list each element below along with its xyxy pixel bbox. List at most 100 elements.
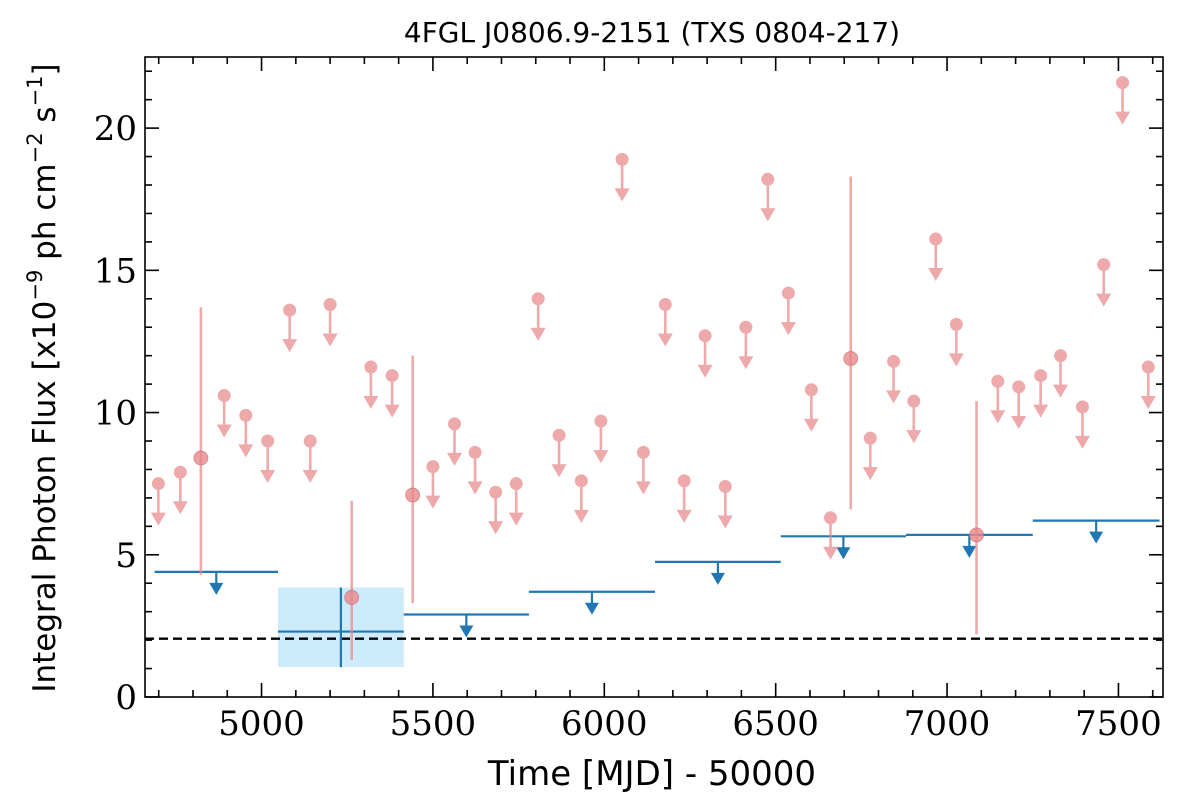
monthly-upper-limit (657, 297, 673, 347)
yearly-upper-limit (655, 560, 781, 585)
monthly-detection (405, 355, 421, 604)
monthly-upper-limit (447, 417, 463, 466)
monthly-upper-limit (216, 388, 232, 438)
yearly-upper-limit-arrow (710, 572, 725, 585)
monthly-upper-limit-arrow (928, 268, 944, 282)
monthly-upper-limit-point (531, 292, 545, 306)
monthly-upper-limit (906, 394, 922, 444)
monthly-upper-limit-point (658, 297, 672, 311)
monthly-upper-limit (1011, 380, 1027, 429)
monthly-upper-limit (717, 480, 733, 529)
y-axis-label: Integral Photon Flux [x10−9 ph cm−2 s−1] (23, 63, 63, 692)
monthly-upper-limit (1140, 360, 1156, 410)
monthly-upper-limit-point (574, 474, 588, 488)
monthly-upper-limit-arrow (697, 364, 713, 378)
monthly-upper-limit-point (364, 360, 378, 374)
monthly-upper-limit (948, 317, 964, 367)
monthly-upper-limit-point (781, 286, 795, 300)
monthly-upper-limit-arrow (302, 470, 318, 483)
monthly-upper-limit-arrow (467, 481, 483, 495)
monthly-upper-limit-arrow (614, 188, 630, 202)
monthly-upper-limit-arrow (906, 430, 922, 444)
plot-frame (144, 56, 1164, 698)
monthly-upper-limit (823, 511, 839, 560)
monthly-upper-limit (1096, 258, 1112, 307)
monthly-detection-point (843, 351, 859, 366)
monthly-upper-limit-arrow (948, 353, 964, 367)
monthly-upper-limit (697, 329, 713, 378)
y-tick-label: 5 (115, 536, 137, 576)
monthly-upper-limit (238, 408, 254, 458)
monthly-upper-limit (508, 477, 524, 526)
yearly-upper-limit-arrow (962, 545, 977, 558)
monthly-upper-limit (593, 414, 609, 464)
monthly-upper-limit-point (173, 465, 187, 479)
monthly-upper-limit-point (303, 434, 317, 448)
y-label-exp-1: −9 (23, 270, 47, 301)
monthly-upper-limit-point (239, 408, 253, 422)
monthly-upper-limit (614, 152, 630, 202)
monthly-upper-limit-arrow (1011, 415, 1027, 429)
x-tick-label: 5000 (218, 704, 305, 744)
monthly-upper-limit-point (615, 152, 629, 166)
chart-title: 4FGL J0806.9-2151 (TXS 0804-217) (404, 16, 900, 49)
y-label-exp-3: −1 (23, 75, 47, 106)
monthly-upper-limit-arrow (530, 327, 546, 341)
monthly-upper-limit-point (1116, 76, 1130, 90)
monthly-upper-limit (260, 434, 276, 483)
monthly-upper-limit-arrow (1053, 384, 1069, 398)
y-label-part-3: s (27, 106, 63, 132)
monthly-upper-limit-point (863, 431, 877, 445)
monthly-upper-limit-point (468, 445, 482, 459)
monthly-upper-limit-arrow (172, 501, 188, 515)
monthly-upper-limit-point (385, 369, 399, 383)
monthly-upper-limit-arrow (260, 470, 276, 483)
monthly-upper-limit-point (151, 477, 165, 491)
monthly-upper-limit-arrow (738, 356, 754, 370)
monthly-upper-limit-arrow (1140, 396, 1156, 410)
monthly-upper-limit-arrow (676, 509, 692, 523)
monthly-upper-limit-point (1012, 380, 1026, 394)
monthly-upper-limit-point (594, 414, 608, 428)
monthly-upper-limit (1115, 76, 1131, 125)
monthly-upper-limit-arrow (447, 452, 463, 466)
monthly-upper-limit-arrow (862, 467, 878, 481)
monthly-upper-limit-point (261, 434, 275, 448)
y-tick-labels: 0 5 10 15 20 (94, 109, 137, 718)
monthly-upper-limit-arrow (780, 322, 796, 336)
monthly-upper-limit-arrow (803, 418, 819, 432)
monthly-upper-limit-arrow (1033, 404, 1049, 418)
monthly-upper-limit (928, 232, 944, 282)
monthly-upper-limit (1053, 349, 1069, 398)
monthly-upper-limit-arrow (282, 339, 298, 353)
monthly-upper-limit-point (718, 480, 732, 494)
yearly-upper-limit (528, 590, 656, 615)
monthly-upper-limit-point (804, 383, 818, 397)
yearly-upper-limit-arrow (459, 625, 474, 638)
monthly-upper-limit (886, 354, 902, 404)
y-tick-label: 0 (115, 678, 137, 718)
monthly-upper-limit-arrow (508, 512, 524, 526)
monthly-upper-limit-arrow (425, 495, 441, 509)
monthly-detection-point (344, 590, 360, 605)
y-tick-label: 10 (94, 394, 137, 434)
monthly-upper-limit (488, 485, 504, 535)
monthly-upper-limit-point (552, 428, 566, 442)
monthly-upper-limit (862, 431, 878, 481)
monthly-upper-limit-point (824, 511, 838, 525)
yearly-upper-limit (780, 535, 906, 560)
monthly-upper-limit (760, 172, 776, 222)
monthly-detection (843, 176, 859, 510)
y-label-part-1: Integral Photon Flux [x10 (27, 301, 63, 693)
x-tick-label: 7000 (904, 704, 991, 744)
monthly-upper-limit-arrow (886, 390, 902, 404)
yearly-upper-limit (154, 570, 278, 595)
monthly-upper-limit (322, 297, 338, 347)
monthly-upper-limit-point (929, 232, 943, 246)
monthly-upper-limit (676, 474, 692, 523)
monthly-upper-limit-point (739, 320, 753, 334)
monthly-upper-limit-point (949, 317, 963, 331)
monthly-upper-limit-point (448, 417, 462, 431)
monthly-upper-limit-point (489, 485, 503, 499)
